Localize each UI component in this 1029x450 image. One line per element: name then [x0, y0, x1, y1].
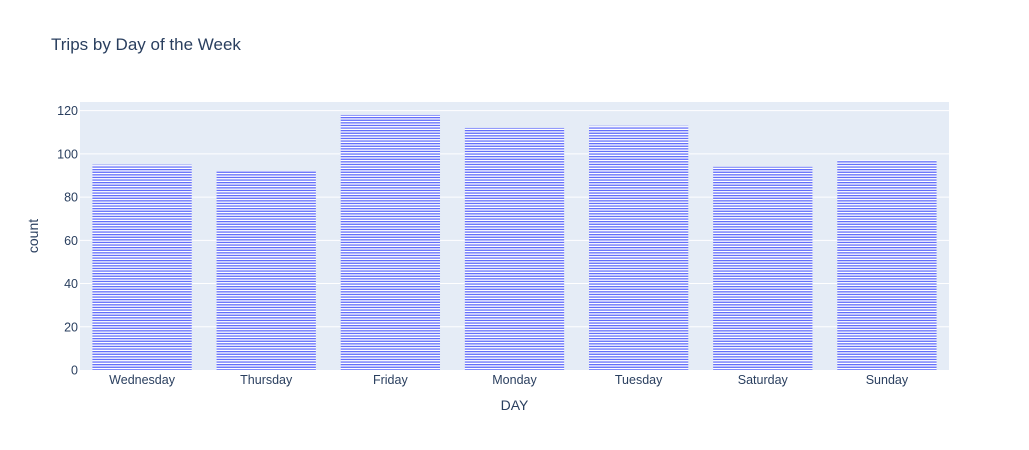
y-tick-label: 100	[57, 147, 78, 161]
bars	[92, 114, 937, 370]
x-tick-label-wednesday: Wednesday	[109, 373, 176, 387]
bar-sunday	[837, 160, 937, 370]
y-axis-ticks: 0 20 40 60 80 100 120	[57, 104, 78, 377]
bar-saturday	[713, 166, 813, 370]
bar-monday	[464, 127, 565, 370]
bar-tuesday	[588, 125, 689, 370]
bar-thursday	[216, 171, 316, 370]
y-tick-label: 20	[64, 320, 78, 334]
x-tick-label-sunday: Sunday	[866, 373, 909, 387]
x-axis-ticks: Wednesday Thursday Friday Monday Tuesday Satu…	[109, 373, 909, 387]
y-tick-label: 80	[64, 191, 78, 205]
y-tick-label: 60	[64, 234, 78, 248]
x-tick-label-thursday: Thursday	[240, 373, 293, 387]
chart-title: Trips by Day of the Week	[51, 35, 241, 54]
x-tick-label-saturday: Saturday	[738, 373, 789, 387]
x-tick-label-tuesday: Tuesday	[615, 373, 663, 387]
y-tick-label: 120	[57, 104, 78, 118]
y-axis-title: count	[25, 219, 41, 253]
x-tick-label-friday: Friday	[373, 373, 408, 387]
bar-wednesday	[92, 164, 192, 370]
x-axis-title: DAY	[501, 397, 529, 413]
y-tick-label: 40	[64, 277, 78, 291]
y-tick-label: 0	[71, 364, 78, 378]
x-tick-label-monday: Monday	[492, 373, 537, 387]
bar-friday	[340, 114, 441, 370]
